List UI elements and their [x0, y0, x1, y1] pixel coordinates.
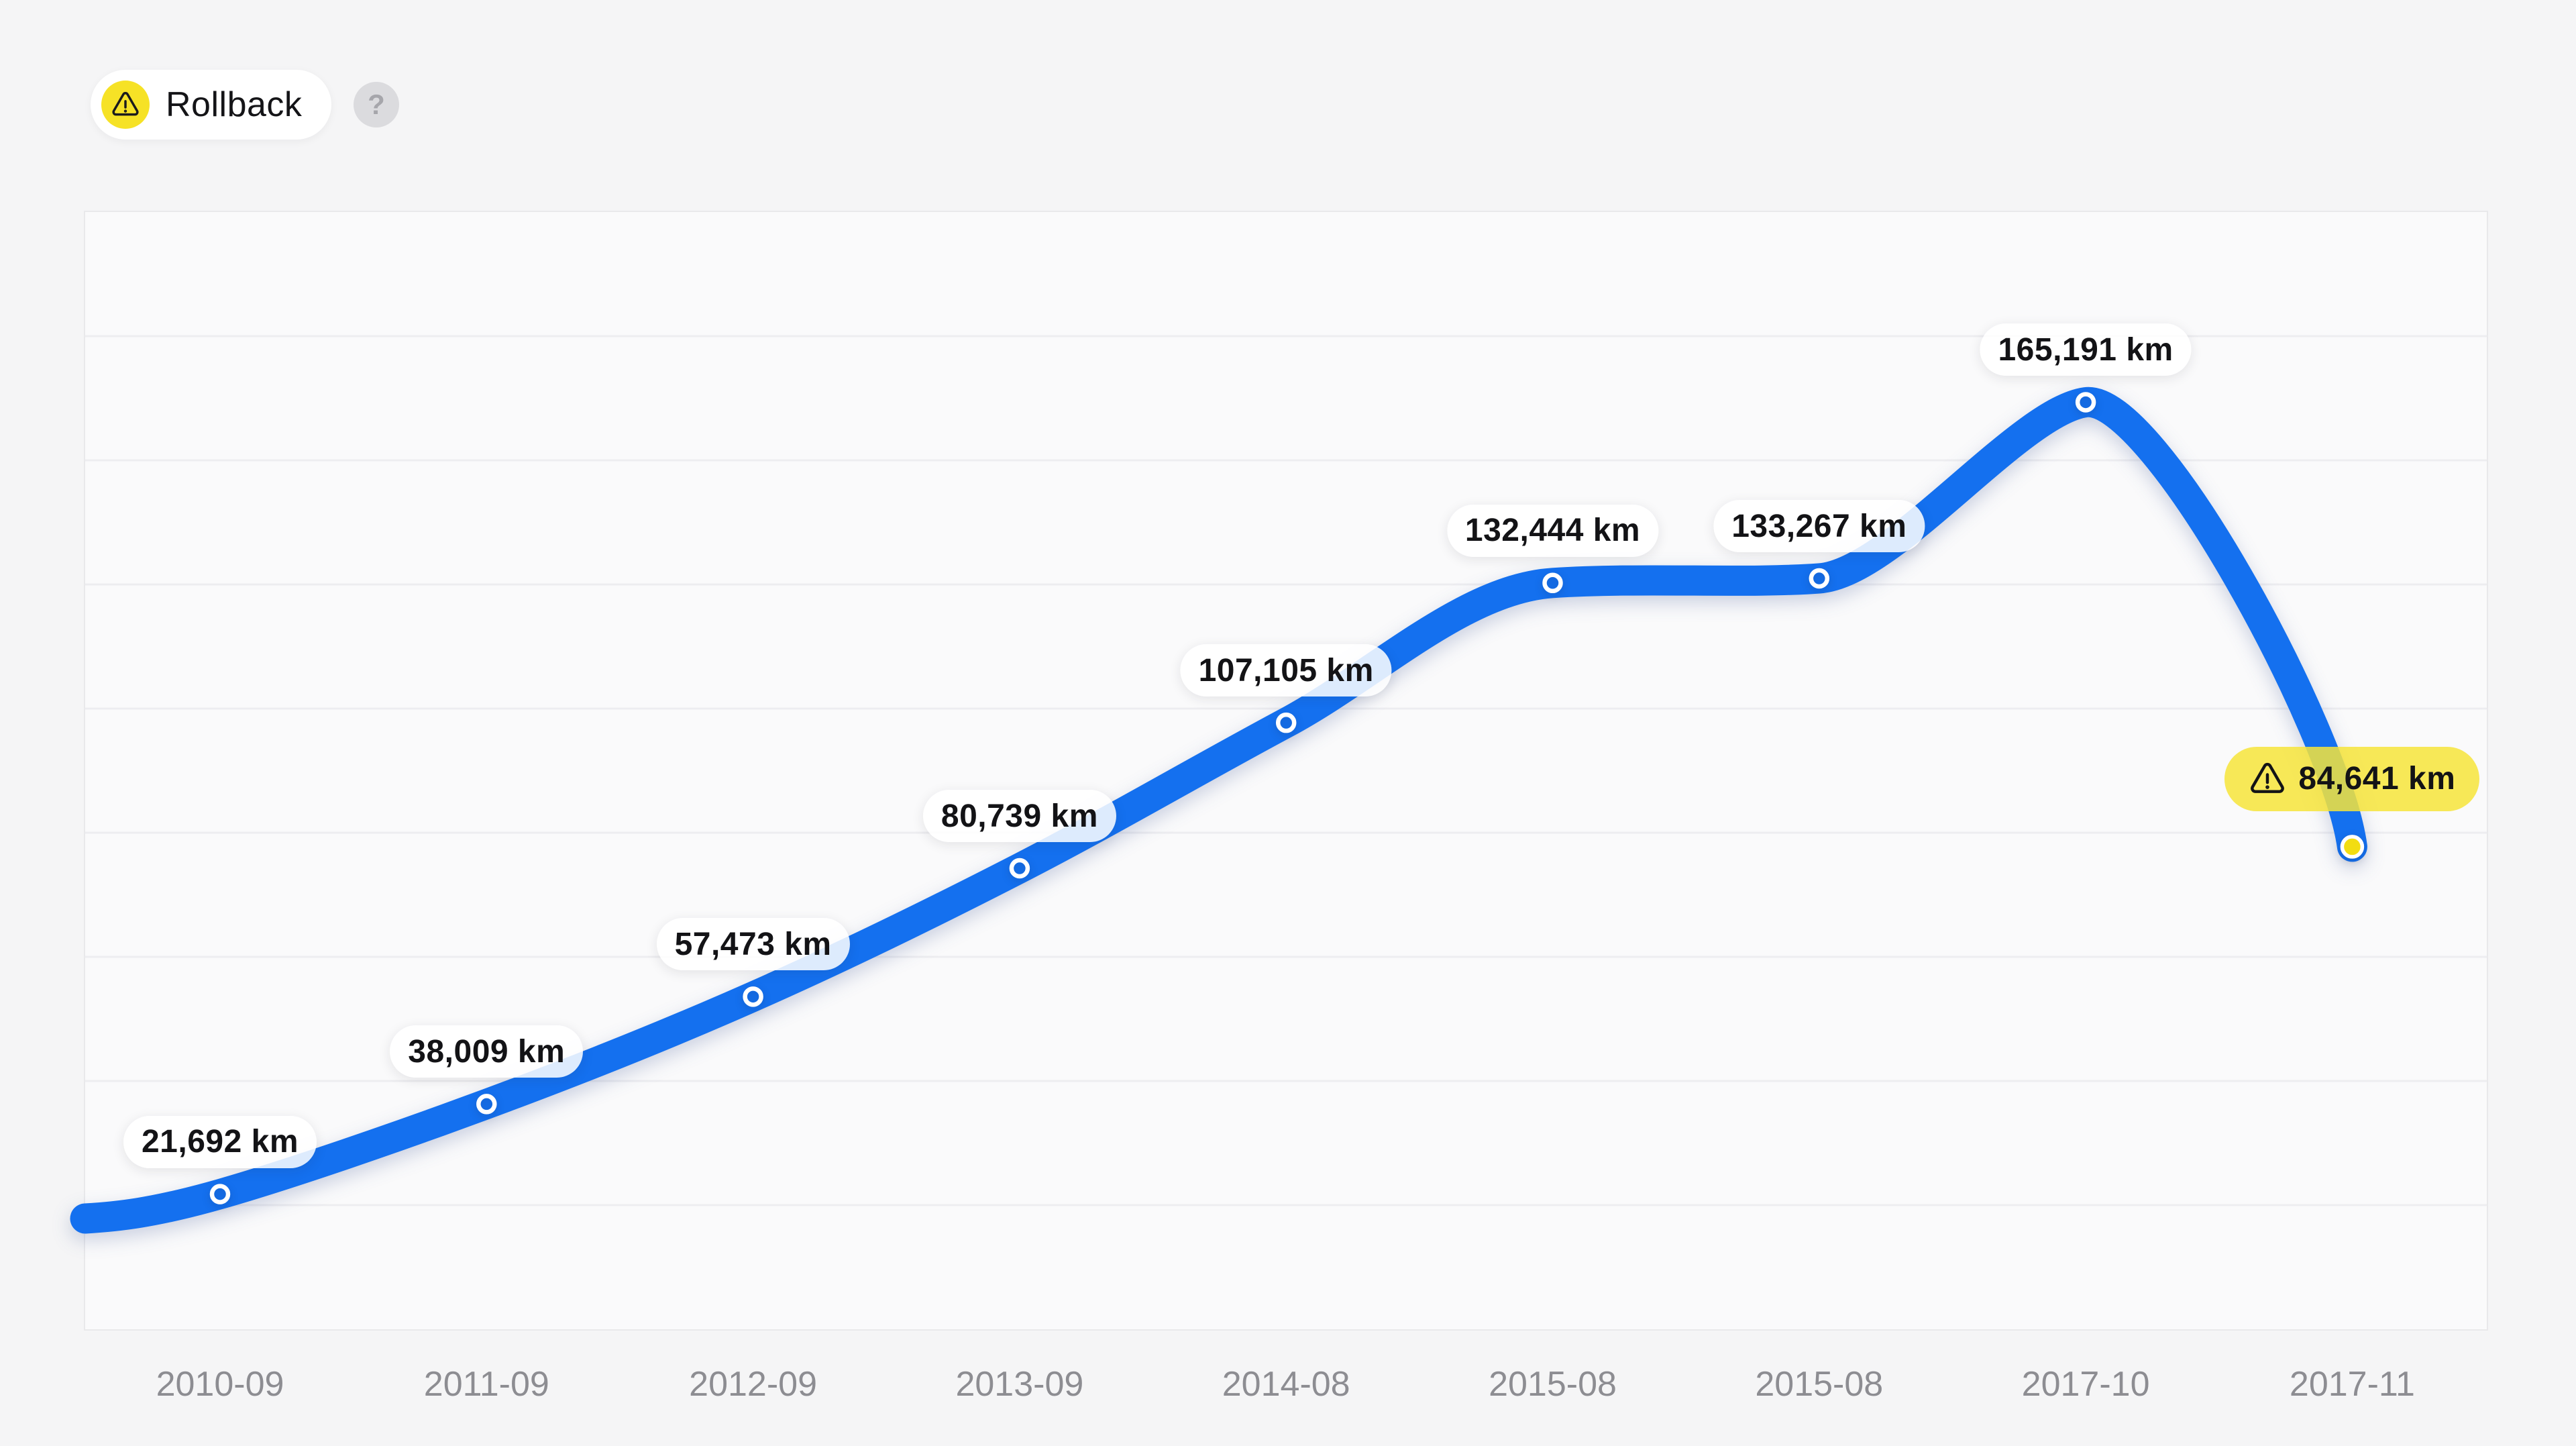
rollback-point-marker[interactable]	[2340, 835, 2365, 859]
point-label-pill: 133,267 km	[1713, 500, 1925, 552]
x-axis: 2010-09 2011-09 2012-09 2013-09 2014-08 2015-…	[85, 1361, 2487, 1408]
point-value: 133,267 km	[1731, 508, 1907, 544]
x-axis-label: 2015-08	[1755, 1365, 1884, 1404]
point-label-pill: 21,692 km	[123, 1115, 317, 1168]
point-labels-layer: 21,692 km 38,009 km 57,473 km 80,739 km 107,…	[85, 212, 2487, 1329]
data-point-marker[interactable]	[743, 986, 763, 1007]
data-point-marker[interactable]	[476, 1094, 497, 1115]
mileage-line	[70, 386, 2367, 1234]
rollback-point-value: 84,641 km	[2298, 761, 2456, 797]
point-value: 107,105 km	[1198, 652, 1374, 688]
warning-triangle-icon	[101, 81, 150, 129]
point-value: 132,444 km	[1464, 513, 1641, 549]
data-point-marker[interactable]	[1809, 568, 1830, 589]
point-value: 165,191 km	[1998, 331, 2174, 368]
point-label-pill: 132,444 km	[1446, 504, 1659, 557]
x-axis-label: 2017-10	[2021, 1365, 2150, 1404]
x-axis-label: 2013-09	[955, 1365, 1084, 1404]
rollback-point-pill: 84,641 km	[2224, 746, 2480, 811]
chart-canvas	[70, 335, 2487, 1234]
point-label-pill: 57,473 km	[656, 918, 850, 971]
data-point-marker[interactable]	[2075, 392, 2096, 413]
point-label-pill: 80,739 km	[922, 790, 1116, 842]
data-point-marker[interactable]	[1542, 572, 1563, 594]
point-value: 21,692 km	[141, 1124, 299, 1160]
point-label-pill: 107,105 km	[1180, 644, 1392, 697]
x-axis-label: 2012-09	[689, 1365, 818, 1404]
warning-triangle-icon	[2251, 762, 2285, 793]
point-value: 80,739 km	[941, 798, 1098, 834]
point-label-pill: 38,009 km	[390, 1025, 584, 1078]
x-axis-label: 2010-09	[156, 1365, 284, 1404]
data-point-marker[interactable]	[1009, 858, 1030, 879]
x-axis-label: 2011-09	[423, 1365, 549, 1404]
point-value: 57,473 km	[674, 926, 832, 962]
data-point-marker[interactable]	[1275, 712, 1297, 733]
point-label-pill: 165,191 km	[1980, 323, 2192, 376]
point-value: 38,009 km	[408, 1033, 566, 1070]
help-button[interactable]: ?	[354, 82, 399, 127]
question-mark: ?	[368, 89, 385, 120]
data-point-marker[interactable]	[209, 1184, 231, 1204]
mileage-chart: 21,692 km 38,009 km 57,473 km 80,739 km 107,…	[70, 212, 2487, 1329]
x-axis-label: 2014-08	[1222, 1365, 1350, 1404]
x-axis-label: 2015-08	[1489, 1365, 1617, 1404]
rollback-badge: Rollback	[91, 70, 332, 140]
x-axis-label: 2017-11	[2289, 1365, 2415, 1404]
rollback-badge-label: Rollback	[166, 85, 303, 124]
